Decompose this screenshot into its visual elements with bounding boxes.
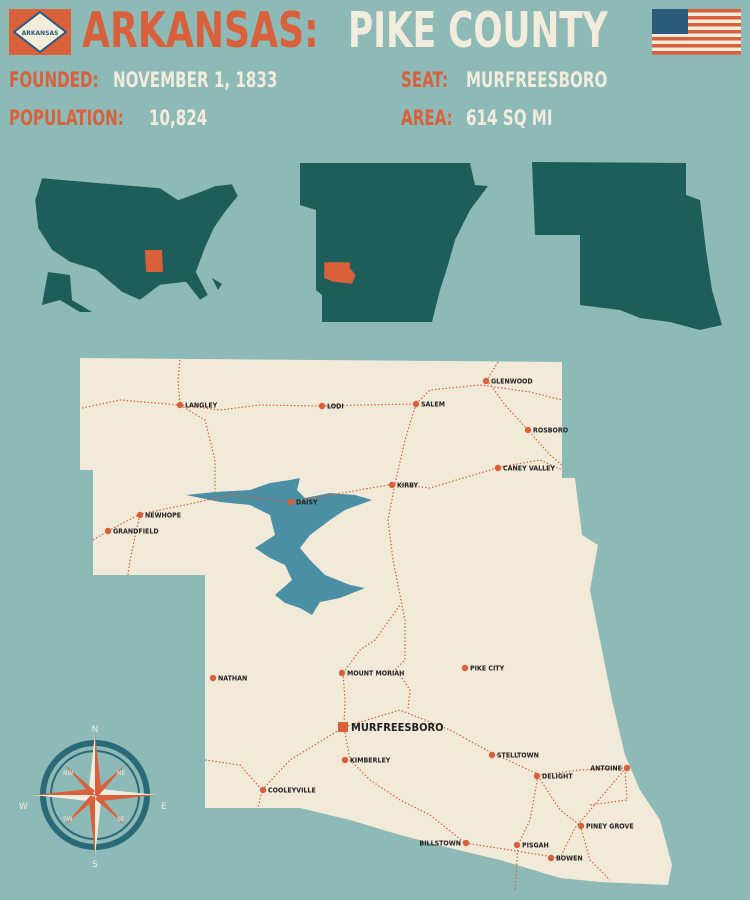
- town-label: MOUNT MORIAH: [347, 670, 404, 678]
- founded-value: NOVEMBER 1, 1833: [113, 68, 278, 92]
- town-marker: [104, 527, 112, 535]
- town-marker: [482, 377, 490, 385]
- town-marker: [524, 426, 532, 434]
- town-marker: [136, 511, 144, 519]
- compass-s: S: [92, 860, 98, 870]
- founded-label: FOUNDED:: [9, 68, 99, 92]
- us-locator-map: [34, 177, 239, 312]
- town-label: LANGLEY: [185, 402, 218, 410]
- town-label: DAISY: [296, 499, 318, 507]
- town-marker: [412, 400, 420, 408]
- compass-ne: NE: [117, 770, 125, 777]
- town-label: COOLEYVILLE: [268, 787, 316, 795]
- population-label: POPULATION:: [9, 106, 124, 130]
- town-label: BILLSTOWN: [419, 840, 461, 848]
- town-label: KIRBY: [397, 482, 418, 490]
- seat-label: SEAT:: [401, 68, 449, 92]
- arkansas-locator-map: [300, 163, 488, 322]
- compass-se: SE: [117, 816, 125, 823]
- town-marker: [341, 756, 349, 764]
- town-label: PISGAH: [522, 842, 549, 850]
- town-marker: [388, 481, 396, 489]
- town-label: LODI: [327, 403, 344, 411]
- town-marker: [318, 402, 326, 410]
- compass-rose: N S E W NE NW SE SW: [19, 725, 167, 870]
- area-label: AREA:: [401, 106, 453, 130]
- town-marker: [577, 822, 585, 830]
- area-value: 614 SQ MI: [466, 106, 553, 130]
- compass-sw: SW: [63, 816, 73, 823]
- town-marker: [494, 464, 502, 472]
- town-marker: [488, 751, 496, 759]
- town-label: GRANDFIELD: [113, 528, 159, 536]
- pike-county-silhouette: [532, 162, 722, 330]
- town-label: GLENWOOD: [491, 378, 533, 386]
- town-label: BOWEN: [556, 855, 583, 863]
- compass-e: E: [161, 802, 167, 812]
- town-label: PIKE CITY: [470, 665, 505, 673]
- town-marker: [513, 841, 521, 849]
- compass-w: W: [19, 802, 28, 812]
- compass-n: N: [92, 725, 99, 735]
- town-marker: [623, 764, 631, 772]
- town-marker: [259, 786, 267, 794]
- state-title: ARKANSAS:: [82, 2, 319, 59]
- county-seat-marker: [338, 722, 348, 732]
- town-label: NATHAN: [218, 675, 247, 683]
- county-title: PIKE COUNTY: [348, 2, 608, 59]
- town-marker: [209, 674, 217, 682]
- roads: [81, 359, 628, 891]
- town-marker: [462, 839, 470, 847]
- town-label: DELIGHT: [542, 773, 573, 781]
- lake-greeson: [186, 478, 372, 615]
- compass-nw: NW: [63, 770, 73, 777]
- town-label: ANTOINE: [590, 765, 622, 773]
- town-marker: [338, 669, 346, 677]
- town-marker: [547, 854, 555, 862]
- town-label: CANEY VALLEY: [503, 465, 555, 473]
- town-label: PINEY GROVE: [586, 823, 634, 831]
- town-label: SALEM: [421, 401, 445, 409]
- county-seat-label: MURFREESBORO: [351, 721, 444, 734]
- town-label: KIMBERLEY: [350, 757, 391, 765]
- town-label: STELLTOWN: [497, 752, 539, 760]
- town-marker: [533, 772, 541, 780]
- population-value: 10,824: [149, 106, 208, 130]
- town-label: NEWHOPE: [145, 512, 181, 520]
- town-marker: [287, 498, 295, 506]
- town-marker: [176, 401, 184, 409]
- county-map: GLENWOOD LANGLEY LODI SALEM ROSBORO CANEY VAL…: [80, 358, 672, 891]
- town-marker: [461, 664, 469, 672]
- seat-value: MURFREESBORO: [466, 68, 608, 92]
- town-label: ROSBORO: [533, 427, 569, 435]
